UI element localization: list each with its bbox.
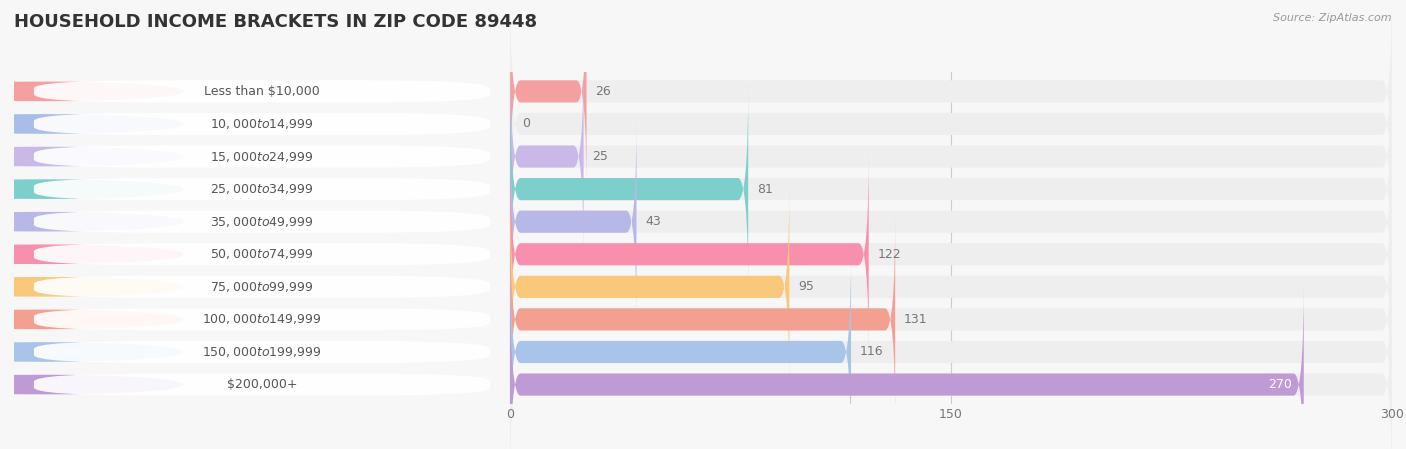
FancyBboxPatch shape <box>34 308 491 330</box>
FancyBboxPatch shape <box>34 178 491 200</box>
FancyBboxPatch shape <box>34 113 491 135</box>
Text: HOUSEHOLD INCOME BRACKETS IN ZIP CODE 89448: HOUSEHOLD INCOME BRACKETS IN ZIP CODE 89… <box>14 13 537 31</box>
FancyBboxPatch shape <box>510 151 1392 357</box>
FancyBboxPatch shape <box>510 249 851 449</box>
Text: 122: 122 <box>877 248 901 261</box>
Text: 25: 25 <box>592 150 609 163</box>
Text: 26: 26 <box>595 85 612 98</box>
FancyBboxPatch shape <box>510 249 1392 449</box>
Text: $25,000 to $34,999: $25,000 to $34,999 <box>211 182 314 196</box>
Text: 81: 81 <box>756 183 773 196</box>
FancyBboxPatch shape <box>510 119 637 325</box>
Text: $15,000 to $24,999: $15,000 to $24,999 <box>211 150 314 163</box>
Circle shape <box>0 180 183 198</box>
Circle shape <box>0 245 183 264</box>
Text: $10,000 to $14,999: $10,000 to $14,999 <box>211 117 314 131</box>
FancyBboxPatch shape <box>510 184 1392 390</box>
Text: $200,000+: $200,000+ <box>226 378 297 391</box>
Text: $50,000 to $74,999: $50,000 to $74,999 <box>211 247 314 261</box>
Circle shape <box>0 375 183 394</box>
FancyBboxPatch shape <box>510 216 1392 423</box>
FancyBboxPatch shape <box>510 282 1392 449</box>
FancyBboxPatch shape <box>34 374 491 396</box>
FancyBboxPatch shape <box>510 119 1392 325</box>
FancyBboxPatch shape <box>510 21 1392 227</box>
FancyBboxPatch shape <box>510 216 896 423</box>
FancyBboxPatch shape <box>510 0 1392 194</box>
Text: 131: 131 <box>904 313 928 326</box>
FancyBboxPatch shape <box>510 282 1303 449</box>
Circle shape <box>0 212 183 231</box>
FancyBboxPatch shape <box>34 80 491 102</box>
FancyBboxPatch shape <box>510 53 583 260</box>
Text: $100,000 to $149,999: $100,000 to $149,999 <box>202 313 322 326</box>
FancyBboxPatch shape <box>510 184 789 390</box>
FancyBboxPatch shape <box>34 145 491 167</box>
FancyBboxPatch shape <box>510 0 586 194</box>
FancyBboxPatch shape <box>34 341 491 363</box>
FancyBboxPatch shape <box>34 211 491 233</box>
Text: Less than $10,000: Less than $10,000 <box>204 85 321 98</box>
Circle shape <box>0 310 183 329</box>
Text: $150,000 to $199,999: $150,000 to $199,999 <box>202 345 322 359</box>
FancyBboxPatch shape <box>510 151 869 357</box>
Text: $75,000 to $99,999: $75,000 to $99,999 <box>211 280 314 294</box>
Circle shape <box>0 343 183 361</box>
Circle shape <box>0 278 183 296</box>
Text: 0: 0 <box>522 118 530 131</box>
FancyBboxPatch shape <box>510 86 1392 292</box>
FancyBboxPatch shape <box>510 86 748 292</box>
Text: $35,000 to $49,999: $35,000 to $49,999 <box>211 215 314 229</box>
FancyBboxPatch shape <box>510 53 1392 260</box>
FancyBboxPatch shape <box>34 276 491 298</box>
Text: 116: 116 <box>860 345 883 358</box>
Text: 95: 95 <box>799 280 814 293</box>
Text: 270: 270 <box>1268 378 1292 391</box>
Circle shape <box>0 115 183 133</box>
Circle shape <box>0 82 183 101</box>
Text: 43: 43 <box>645 215 661 228</box>
Text: Source: ZipAtlas.com: Source: ZipAtlas.com <box>1274 13 1392 23</box>
FancyBboxPatch shape <box>34 243 491 265</box>
Circle shape <box>0 147 183 166</box>
